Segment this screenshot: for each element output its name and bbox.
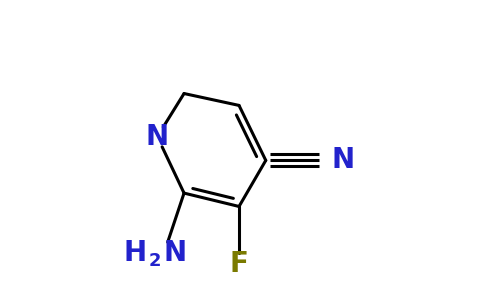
Text: 2: 2 xyxy=(149,252,161,270)
Text: N: N xyxy=(146,123,169,151)
Text: N: N xyxy=(331,146,354,174)
Text: N: N xyxy=(163,238,186,266)
Text: F: F xyxy=(229,250,248,278)
Text: H: H xyxy=(124,238,147,266)
